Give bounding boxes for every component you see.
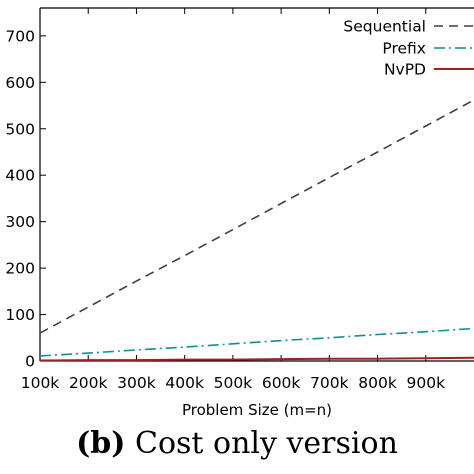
x-tick-label: 800k: [358, 374, 397, 392]
y-tick-label: 200: [5, 260, 35, 278]
figure-caption: (b) Cost only version: [0, 426, 474, 461]
y-tick-label: 600: [5, 74, 35, 92]
caption-text: Cost only version: [135, 426, 398, 461]
x-tick-label: 900k: [406, 374, 445, 392]
y-tick-label: 100: [5, 306, 35, 324]
y-tick-label: 500: [5, 120, 35, 138]
x-tick-label: 400k: [165, 374, 204, 392]
chart-axes: 0 100 200 300 400 500 600 700 100k 200k 300k 400k 50…: [5, 7, 474, 392]
legend-label-sequential: Sequential: [343, 18, 426, 36]
x-tick-label: 500k: [214, 374, 253, 392]
x-tick-label: 100k: [21, 374, 60, 392]
y-tick-label: 700: [5, 27, 35, 45]
x-tick-label: 300k: [117, 374, 156, 392]
series-line-prefix: [39, 327, 474, 357]
x-tick-label: 200k: [69, 374, 108, 392]
caption-tag: (b): [76, 426, 126, 461]
legend-label-nvpd: NvPD: [384, 61, 426, 79]
x-tick-label: 600k: [262, 374, 301, 392]
x-axis-title: Problem Size (m=n): [182, 401, 332, 419]
chart-series: [39, 99, 474, 362]
chart-legend: Sequential Prefix NvPD: [343, 18, 474, 79]
series-line-nvpd: [39, 356, 474, 362]
y-tick-label: 0: [25, 353, 35, 371]
legend-label-prefix: Prefix: [382, 40, 426, 58]
y-tick-label: 400: [5, 167, 35, 185]
series-line-sequential: [39, 99, 474, 334]
x-tick-label: 700k: [310, 374, 349, 392]
y-tick-label: 300: [5, 213, 35, 231]
